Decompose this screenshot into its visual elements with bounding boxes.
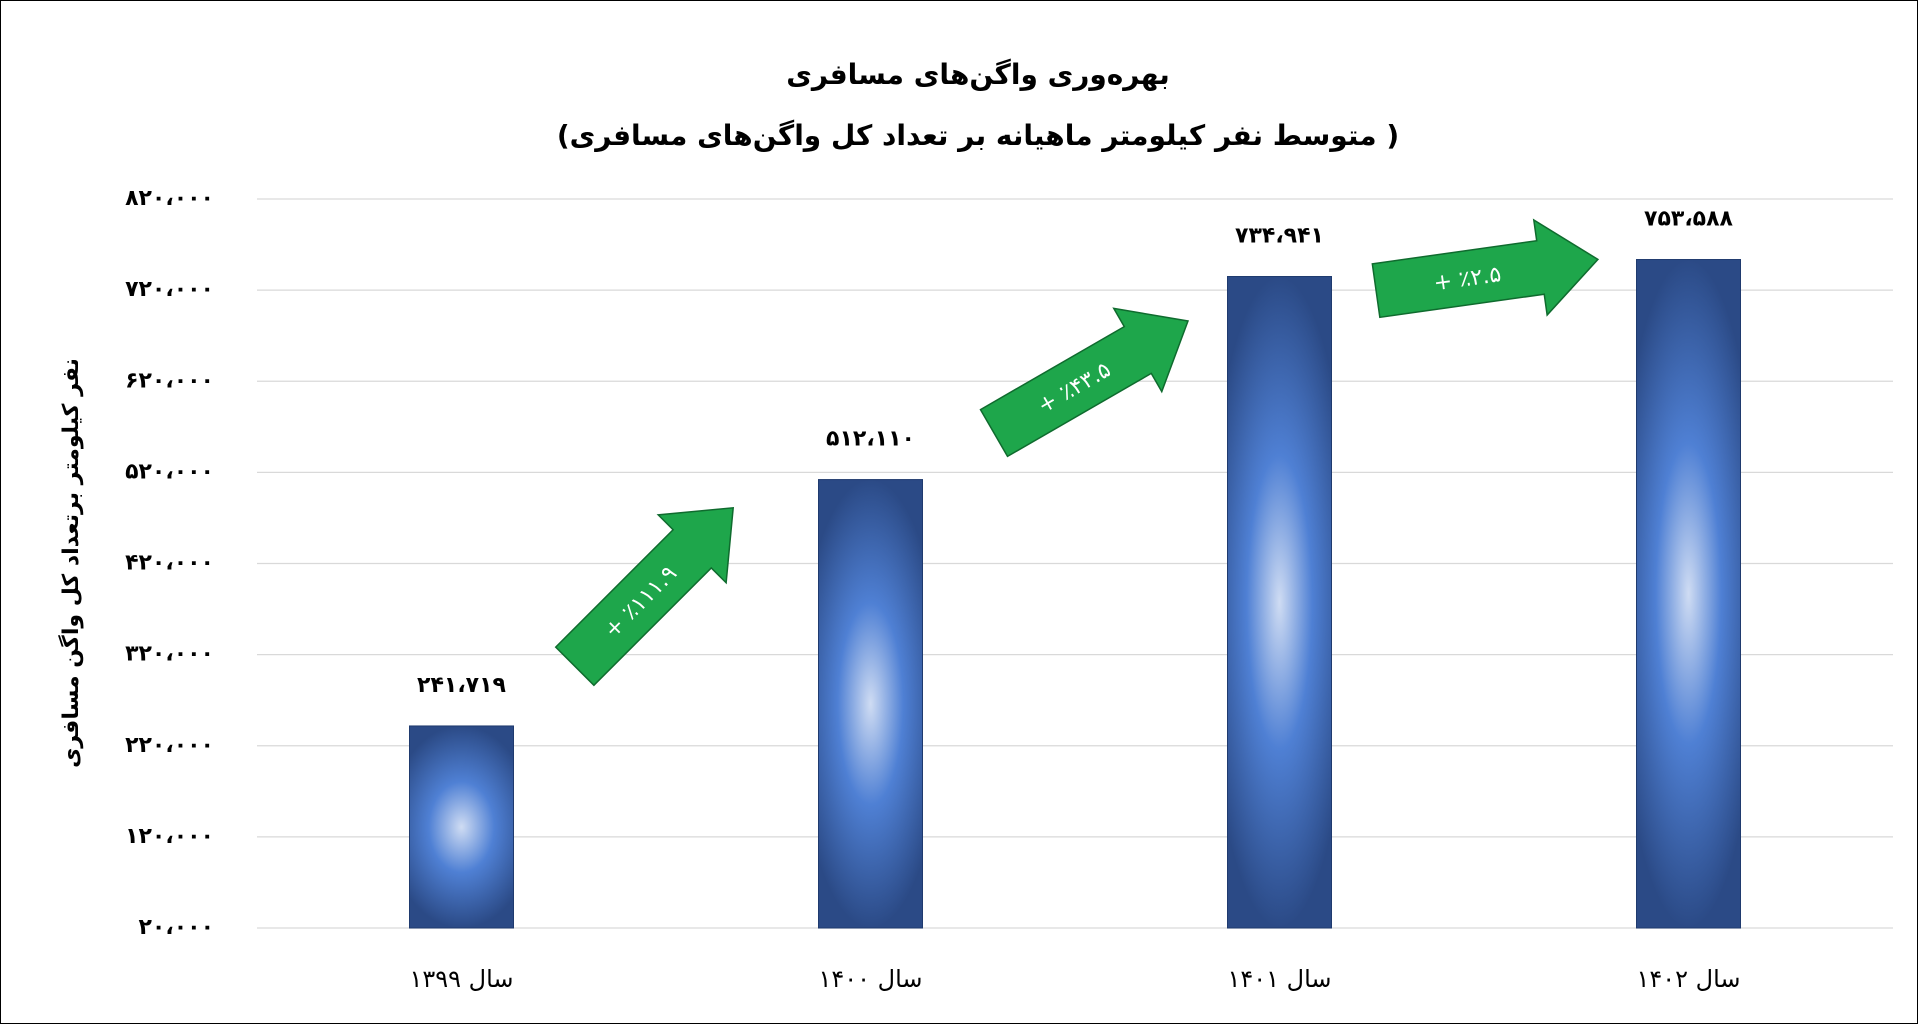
x-tick-label: سال ۱۳۹۹ <box>409 965 513 993</box>
y-tick-label: ۷۲۰،۰۰۰ <box>125 277 214 302</box>
bar <box>818 479 923 929</box>
chart-title: بهره‌وری واگن‌های مسافری <box>786 58 1169 91</box>
growth-arrow: + ٪۴۳.۵ <box>979 307 1190 458</box>
bar <box>1636 259 1741 929</box>
value-label: ۵۱۲،۱۱۰ <box>826 427 915 452</box>
y-tick-label: ۸۲۰،۰۰۰ <box>125 186 214 211</box>
y-tick-label: ۲۲۰،۰۰۰ <box>125 733 214 758</box>
arrow-shape <box>979 307 1190 458</box>
y-axis-label: نفر کیلومتر برتعداد کل واگن مسافری <box>57 358 84 768</box>
growth-arrow: + ٪۱۱۱.۹ <box>554 506 735 687</box>
y-tick-label: ۲۰،۰۰۰ <box>139 915 215 940</box>
x-tick-label: سال ۱۴۰۱ <box>1227 965 1331 993</box>
y-tick-label: ۴۲۰،۰۰۰ <box>125 551 214 576</box>
x-tick-label: سال ۱۴۰۲ <box>1636 965 1740 993</box>
bar <box>409 725 514 929</box>
arrow-shape <box>554 506 735 687</box>
y-tick-label: ۳۲۰،۰۰۰ <box>125 642 214 667</box>
y-tick-label: ۱۲۰،۰۰۰ <box>125 824 214 849</box>
y-tick-label: ۵۲۰،۰۰۰ <box>125 459 214 484</box>
value-label: ۲۴۱،۷۱۹ <box>417 673 506 698</box>
growth-arrow: + ٪۲.۵ <box>1371 218 1600 319</box>
value-label: ۷۳۴،۹۴۱ <box>1235 224 1324 249</box>
arrow-shape <box>1371 218 1600 319</box>
y-tick-label: ۶۲۰،۰۰۰ <box>125 368 214 393</box>
chart-subtitle: (متوسط نفر کیلومتر ماهیانه بر تعداد کل و… <box>557 119 1399 152</box>
x-tick-label: سال ۱۴۰۰ <box>818 965 922 993</box>
value-label: ۷۵۳،۵۸۸ <box>1644 207 1733 232</box>
bar <box>1227 276 1332 929</box>
